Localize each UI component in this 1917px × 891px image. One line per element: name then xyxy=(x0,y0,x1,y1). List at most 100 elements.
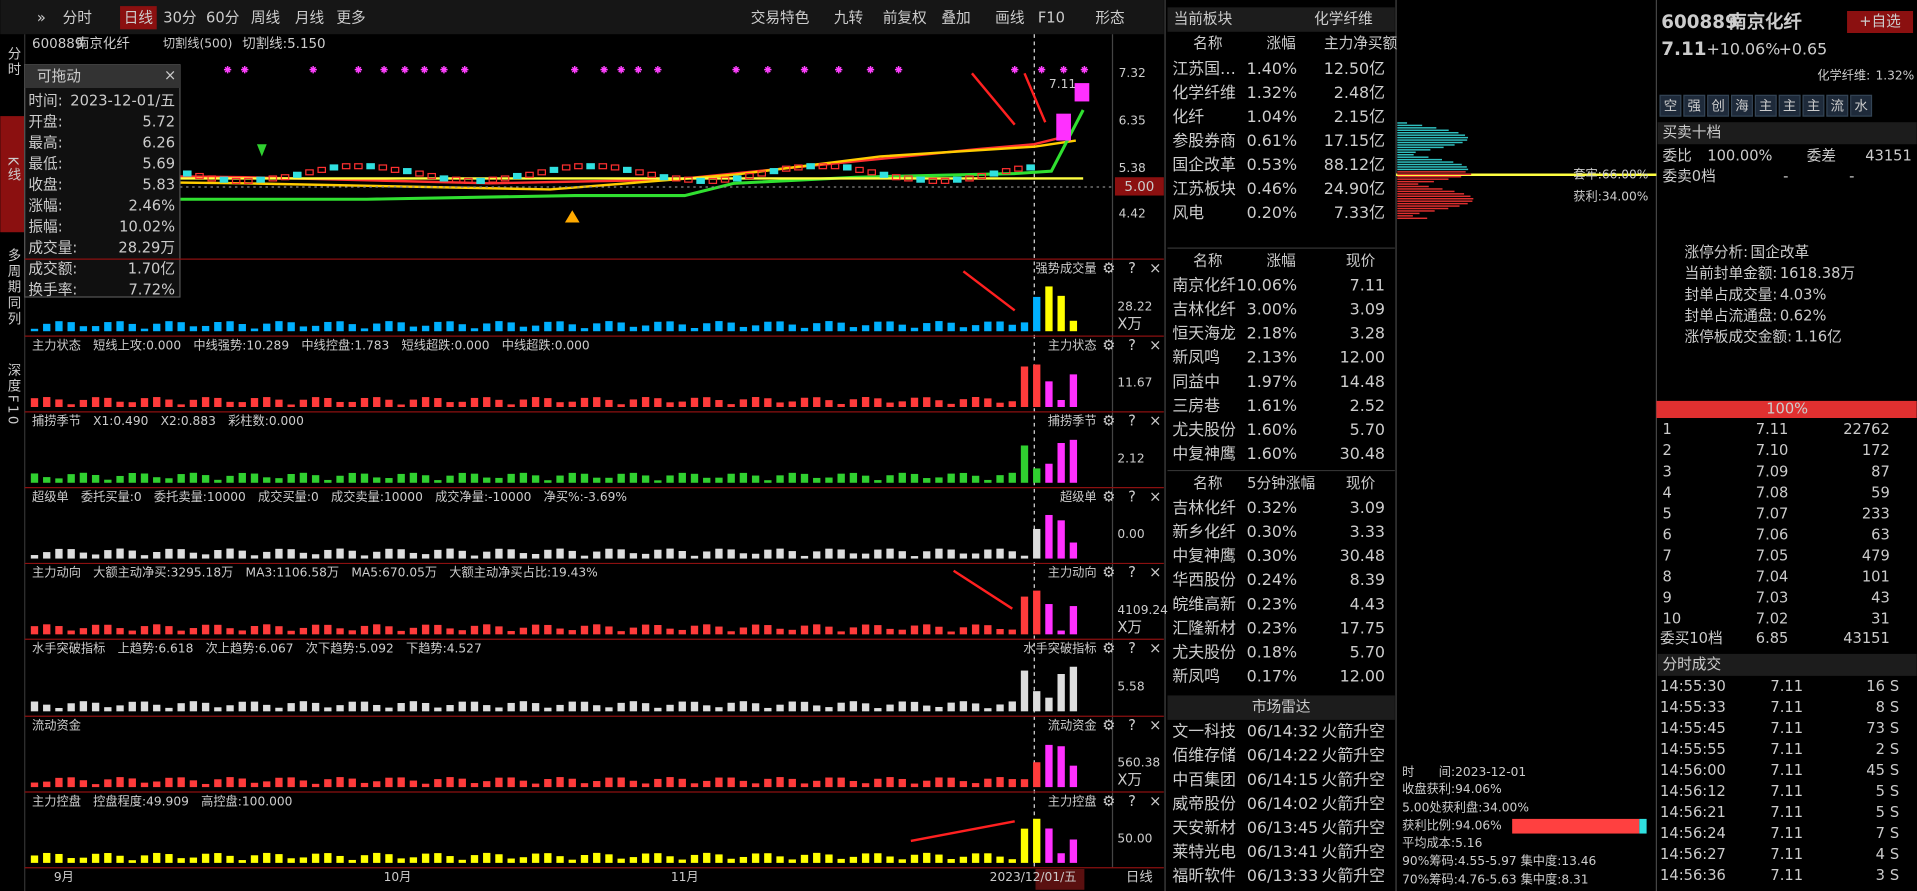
indicator-bar xyxy=(764,853,772,863)
indicator-bar xyxy=(1020,828,1029,863)
indicator-bar xyxy=(201,783,210,788)
quick-tab[interactable]: 创 xyxy=(1711,98,1724,114)
indicator-bar xyxy=(1033,468,1041,483)
panel-icon[interactable]: ⚙ xyxy=(1102,564,1115,581)
info-box[interactable] xyxy=(24,64,181,298)
panel-icon[interactable]: ⚙ xyxy=(1102,413,1115,430)
indicator-bar xyxy=(104,479,112,483)
label: 8 xyxy=(1876,699,1885,716)
panel-icon[interactable]: ? xyxy=(1128,337,1136,354)
toolbar-button[interactable]: 前复权 xyxy=(883,8,927,26)
indicator-bar xyxy=(238,860,246,863)
label: 成交额: xyxy=(28,260,77,278)
table-cell: 0.17% xyxy=(1247,666,1297,685)
toolbar-tab[interactable]: 月线 xyxy=(295,9,325,26)
label: 3 xyxy=(1663,463,1672,480)
candle xyxy=(280,174,290,181)
label: 43 xyxy=(1871,589,1890,606)
indicator-bar xyxy=(666,321,674,332)
ma-line xyxy=(27,109,1085,201)
panel-icon[interactable]: ? xyxy=(1128,640,1136,657)
indicator-bar xyxy=(690,397,699,407)
quick-tab[interactable]: 主 xyxy=(1783,98,1796,114)
table-header: 主力净买额 xyxy=(1324,35,1398,52)
indicator-bar xyxy=(324,779,332,788)
label[interactable]: +自选 xyxy=(1859,13,1901,30)
label: 7.11 xyxy=(1770,804,1803,821)
toolbar-button[interactable]: 叠加 xyxy=(941,9,970,26)
panel-icon[interactable]: × xyxy=(1149,640,1161,657)
label: S xyxy=(1890,804,1899,821)
quick-tab[interactable]: 海 xyxy=(1735,98,1748,114)
toolbar-button[interactable]: F10 xyxy=(1038,9,1065,26)
panel-icon[interactable]: ? xyxy=(1128,488,1136,505)
indicator-bar xyxy=(55,478,63,483)
indicator-bar xyxy=(165,478,173,483)
side-tab[interactable]: 多周期同列 xyxy=(5,247,22,328)
indicator-bar xyxy=(641,325,650,332)
panel-right-title: 主力状态 xyxy=(1048,338,1097,352)
indicator-bar xyxy=(617,404,625,407)
indicator-bar xyxy=(153,551,161,559)
panel-icon[interactable]: ? xyxy=(1128,717,1136,734)
side-tab[interactable]: 分时 xyxy=(5,46,22,78)
side-tab[interactable]: K线 xyxy=(5,156,22,183)
indicator-bar xyxy=(617,473,625,483)
indicator-bar xyxy=(409,472,418,483)
indicator-bar xyxy=(79,628,88,635)
indicator-bar xyxy=(336,548,344,559)
indicator-bar xyxy=(275,399,283,407)
toolbar-tab[interactable]: 分时 xyxy=(63,9,93,26)
panel-icon[interactable]: × xyxy=(1149,488,1161,505)
toolbar-tab[interactable]: 周线 xyxy=(251,9,281,26)
toolbar-tab[interactable]: 30分 xyxy=(163,9,197,26)
toolbar-button[interactable]: 画线 xyxy=(995,9,1025,26)
indicator-bar xyxy=(629,857,638,863)
indicator-bar xyxy=(67,404,75,407)
panel-icon[interactable]: ⚙ xyxy=(1102,337,1115,354)
indicator-bar xyxy=(67,858,75,863)
quick-tab[interactable]: 空 xyxy=(1664,98,1677,114)
panel-icon[interactable]: ⚙ xyxy=(1102,640,1115,657)
quick-tab[interactable]: 主 xyxy=(1807,98,1820,114)
label: 涨停板成交金额: xyxy=(1685,328,1793,346)
toolbar-button[interactable]: 形态 xyxy=(1095,9,1125,26)
label: 7.03 xyxy=(1756,589,1789,606)
indicator-bar xyxy=(641,397,650,407)
toolbar-button[interactable]: 交易特色 xyxy=(751,8,810,26)
label: 43151 xyxy=(1865,147,1912,164)
panel-icon[interactable]: ? xyxy=(1128,260,1136,277)
indicator-bar xyxy=(1008,779,1016,788)
toolbar-tab[interactable]: 60分 xyxy=(206,9,240,26)
panel-icon[interactable]: ? xyxy=(1128,793,1136,810)
table-cell: 1.60% xyxy=(1247,420,1297,439)
indicator-bar xyxy=(519,627,528,635)
panel-icon[interactable]: × xyxy=(1149,793,1161,810)
panel-icon[interactable]: ? xyxy=(1128,564,1136,581)
panel-icon[interactable]: ⚙ xyxy=(1102,488,1115,505)
indicator-bar xyxy=(531,853,540,863)
toolbar-tab[interactable]: 更多 xyxy=(336,9,365,26)
quick-tab[interactable]: 水 xyxy=(1854,98,1868,114)
label: 45 xyxy=(1866,762,1885,779)
indicator-bar xyxy=(226,321,234,332)
toolbar-tab[interactable]: 日线 xyxy=(124,9,154,26)
panel-icon[interactable]: × xyxy=(1149,413,1161,430)
panel-icon[interactable]: ? xyxy=(1128,413,1136,430)
panel-icon[interactable]: × xyxy=(1149,717,1161,734)
panel-icon[interactable]: × xyxy=(1149,337,1161,354)
quick-tab[interactable]: 强 xyxy=(1688,99,1701,114)
panel-icon[interactable]: ⚙ xyxy=(1102,793,1115,810)
panel-icon[interactable]: ⚙ xyxy=(1102,260,1115,277)
label: 14:56:24 xyxy=(1660,825,1726,842)
quick-tab[interactable]: 流 xyxy=(1831,98,1844,114)
quick-tab[interactable]: 主 xyxy=(1759,98,1772,114)
indicator-bar xyxy=(30,473,39,483)
panel-icon[interactable]: × xyxy=(1149,564,1161,581)
price-axis-label: 4.42 xyxy=(1119,206,1146,220)
panel-icon[interactable]: ⚙ xyxy=(1102,717,1115,734)
indicator-bar xyxy=(813,323,821,332)
panel-icon[interactable]: × xyxy=(1149,260,1161,277)
toolbar-button[interactable]: 九转 xyxy=(834,9,864,26)
side-tab[interactable]: 深度F10 xyxy=(5,363,22,427)
